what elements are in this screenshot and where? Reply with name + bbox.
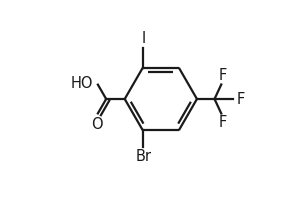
- Text: F: F: [237, 91, 245, 107]
- Text: I: I: [142, 31, 146, 46]
- Text: O: O: [91, 117, 103, 132]
- Text: Br: Br: [136, 149, 152, 164]
- Text: F: F: [218, 68, 226, 83]
- Text: F: F: [218, 115, 226, 130]
- Text: HO: HO: [71, 76, 93, 90]
